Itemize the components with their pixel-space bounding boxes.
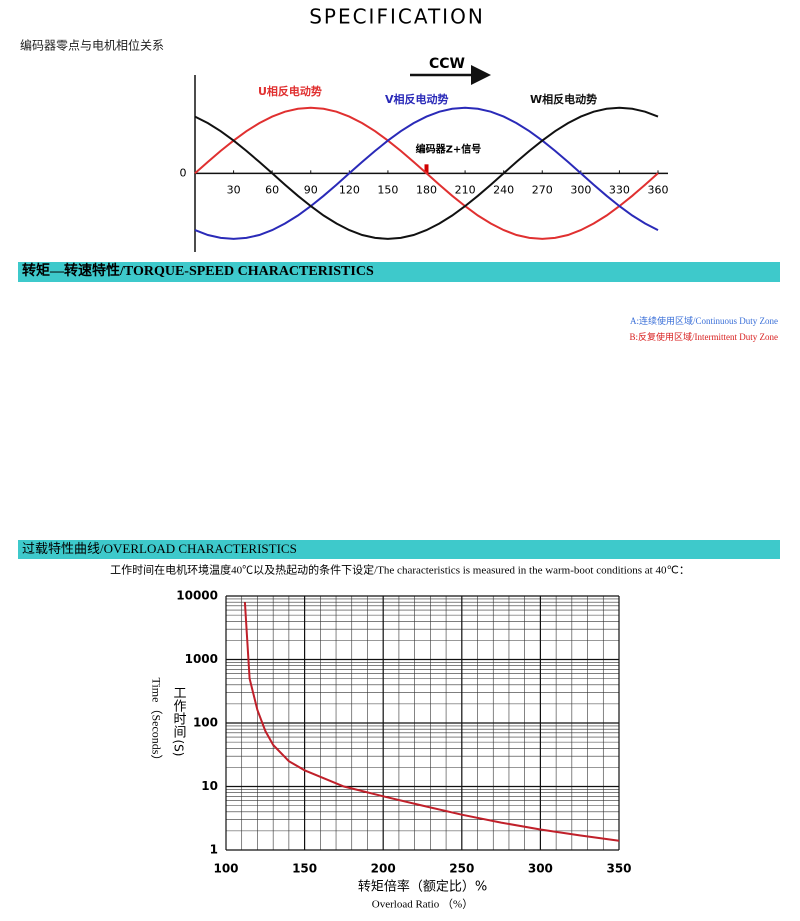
x-tick-label: 150 (292, 862, 317, 876)
series-label: U相反电动势 (258, 84, 322, 98)
x-axis-label: 转矩倍率（额定比）% (358, 879, 487, 895)
x-tick-label: 180 (416, 183, 437, 196)
section-bar (18, 540, 780, 559)
series-label: V相反电动势 (385, 92, 449, 106)
note: 工作时间在电机环境温度40℃以及热起动的条件下设定/The characteri… (110, 563, 690, 577)
y-tick-label: 100 (193, 716, 218, 730)
x-tick-label: 250 (449, 862, 474, 876)
y-axis-label: 工作时间 (171, 686, 187, 738)
x-axis-label: Overload Ratio （%） (372, 898, 473, 911)
series-line (243, 602, 620, 842)
legend-entry: B:反复使用区域/Intermittent Duty Zone (630, 331, 778, 342)
x-tick-label: 90 (304, 183, 318, 196)
section-heading: 转矩—转速特性/TORQUE-SPEED CHARACTERISTICS (22, 262, 374, 279)
section-heading: 过载特性曲线/OVERLOAD CHARACTERISTICS (22, 541, 297, 556)
series-line (194, 106, 659, 240)
x-tick-label: 350 (606, 862, 631, 876)
x-tick-label: 330 (609, 183, 630, 196)
page-title: SPECIFICATION (309, 5, 485, 29)
x-tick-label: 270 (532, 183, 553, 196)
series-label: W相反电动势 (530, 92, 597, 106)
y-tick-label: 10000 (176, 589, 218, 603)
section-bar (18, 262, 780, 282)
y-axis-unit: (S) (172, 740, 186, 757)
z-signal-marker (424, 164, 429, 174)
x-tick-label: 100 (213, 862, 238, 876)
series-line (194, 106, 659, 240)
series-line (194, 106, 659, 240)
x-tick-label: 30 (227, 183, 241, 196)
x-tick-label: 60 (265, 183, 279, 196)
x-tick-label: 210 (455, 183, 476, 196)
marker-label: 编码器Z+信号 (416, 142, 482, 155)
section-heading: 编码器零点与电机相位关系 (20, 38, 164, 53)
legend-entry: A:连续使用区域/Continuous Duty Zone (630, 315, 778, 326)
x-tick-label: 240 (493, 183, 514, 196)
x-tick-label: 360 (648, 183, 669, 196)
x-tick-label: 200 (371, 862, 396, 876)
y-tick-label: 1 (210, 843, 218, 857)
x-tick-label: 120 (339, 183, 360, 196)
y-tick-label: 0 (180, 166, 187, 179)
x-tick-label: 150 (377, 183, 398, 196)
x-tick-label: 300 (528, 862, 553, 876)
x-tick-label: 300 (570, 183, 591, 196)
y-tick-label: 10 (201, 779, 218, 793)
y-axis-label: Time（Seconds） (149, 678, 163, 767)
y-tick-label: 1000 (185, 652, 218, 666)
direction-label: CCW (429, 56, 465, 72)
